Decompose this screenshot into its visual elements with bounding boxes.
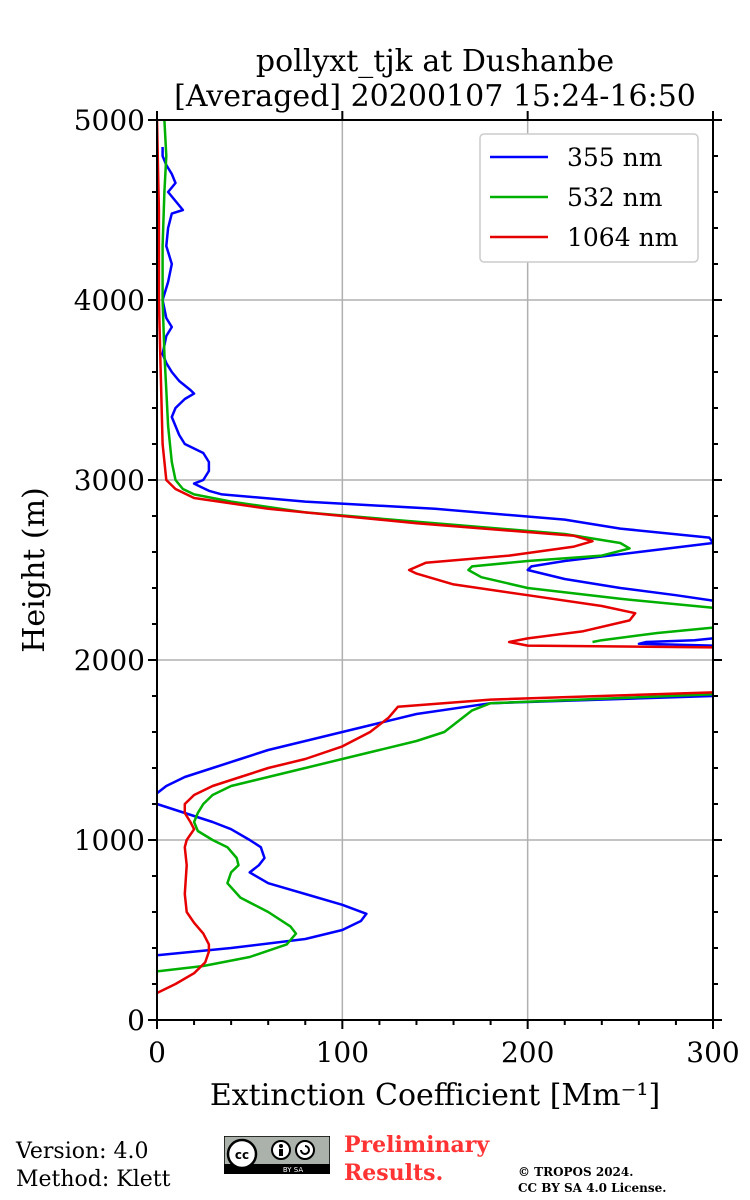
preliminary-line-1: Preliminary <box>344 1132 490 1158</box>
method-text: Method: Klett <box>16 1167 171 1192</box>
x-tick-label: 100 <box>316 1036 369 1069</box>
sa-icon <box>295 1140 315 1160</box>
license-badge-text: BY SA <box>283 1166 303 1174</box>
extinction-profile-chart: pollyxt_tjk at Dushanbe [Averaged] 20200… <box>17 44 740 1113</box>
legend-box <box>479 133 699 263</box>
copyright-line-1: © TROPOS 2024. <box>518 1165 634 1179</box>
x-tick-label: 0 <box>148 1036 166 1069</box>
preliminary-results-notice: Preliminary Results. <box>344 1131 489 1187</box>
legend-label: 532 nm <box>567 183 663 212</box>
series-line-355-nm <box>157 147 713 957</box>
copyright-notice: © TROPOS 2024. CC BY SA 4.0 License. <box>518 1164 666 1196</box>
series-lines <box>157 120 713 995</box>
footer-info: Version: 4.0 Method: Klett <box>16 1138 170 1194</box>
cc-icon <box>226 1138 258 1170</box>
x-tick-label: 200 <box>501 1036 554 1069</box>
series-line-532-nm <box>157 120 713 973</box>
preliminary-line-2: Results. <box>344 1160 444 1186</box>
x-axis-label: Extinction Coefficient [Mm⁻¹] <box>210 1078 660 1113</box>
y-tick-label: 3000 <box>74 464 145 497</box>
plot-frame <box>156 119 714 1021</box>
cc-by-sa-badge: cc BY SA <box>224 1136 330 1174</box>
y-axis-label: Height (m) <box>17 487 52 652</box>
legend: 355 nm 532 nm 1064 nm <box>479 133 699 263</box>
x-tick-label: 300 <box>686 1036 739 1069</box>
y-tick-label: 5000 <box>74 104 145 137</box>
version-text: Version: 4.0 <box>16 1139 149 1164</box>
axis-ticks <box>148 111 722 1029</box>
y-tick-label: 1000 <box>74 824 145 857</box>
legend-label: 1064 nm <box>567 223 679 252</box>
chart-subtitle: [Averaged] 20200107 15:24-16:50 <box>174 79 696 114</box>
series-line-1064-nm <box>157 120 713 995</box>
chart-title: pollyxt_tjk at Dushanbe <box>256 44 614 79</box>
y-tick-label: 4000 <box>74 284 145 317</box>
y-tick-label: 0 <box>127 1004 145 1037</box>
copyright-line-2: CC BY SA 4.0 License. <box>518 1181 667 1195</box>
y-tick-label: 2000 <box>74 644 145 677</box>
svg-text:cc: cc <box>235 1148 249 1162</box>
legend-label: 355 nm <box>567 143 663 172</box>
